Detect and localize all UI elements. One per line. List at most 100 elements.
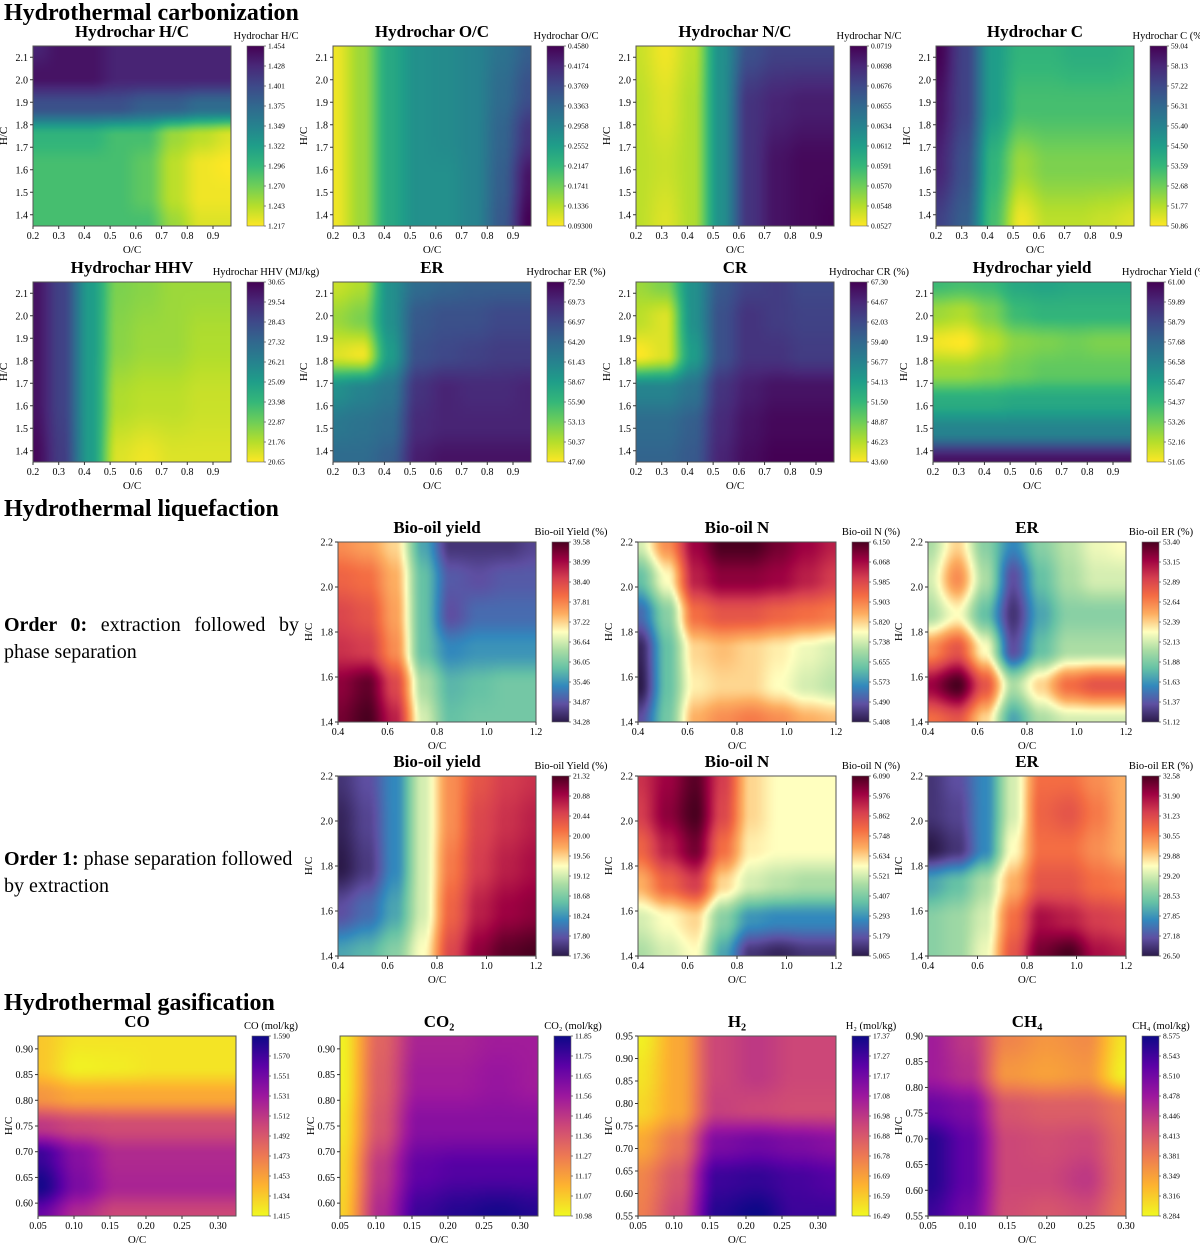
y-axis-label: H/C: [893, 623, 905, 641]
y-tick-label: 0.65: [616, 1167, 634, 1178]
x-tick-label: 0.8: [481, 467, 494, 478]
x-tick-label: 1.0: [480, 727, 493, 738]
x-tick-label: 1.0: [1070, 961, 1083, 972]
chart-title: Hydrochar HHV: [71, 258, 194, 277]
x-tick-label: 0.6: [971, 961, 984, 972]
colorbar-tick-label: 0.2552: [568, 142, 589, 151]
colorbar-label: CO₂ (mol/kg): [544, 1021, 602, 1032]
x-tick-label: 0.15: [998, 1221, 1016, 1232]
y-axis-label: H/C: [298, 363, 310, 381]
colorbar-tick-label: 5.820: [873, 618, 890, 627]
y-tick-label: 1.8: [621, 628, 634, 639]
y-axis-label: H/C: [305, 1117, 317, 1135]
colorbar-tick-label: 39.58: [573, 538, 590, 547]
order-0-description: Order 0: extraction followed by phase se…: [4, 612, 299, 666]
x-tick-label: 0.6: [130, 467, 143, 478]
x-axis-label: O/C: [423, 244, 441, 256]
heatmap-field: [338, 542, 536, 722]
y-tick-label: 2.0: [316, 311, 329, 322]
chart-title: Bio-oil yield: [393, 752, 481, 771]
colorbar-tick-label: 23.98: [268, 398, 285, 407]
y-tick-label: 2.2: [321, 538, 334, 549]
colorbar-tick-label: 5.179: [873, 932, 890, 941]
colorbar-tick-label: 17.27: [873, 1052, 890, 1061]
colorbar-tick-label: 36.64: [573, 638, 590, 647]
chart-title: Bio-oil N: [705, 752, 770, 771]
y-tick-label: 2.0: [916, 311, 929, 322]
y-tick-label: 1.9: [619, 334, 632, 345]
colorbar-tick-label: 11.36: [575, 1132, 592, 1141]
x-tick-label: 0.5: [1007, 231, 1020, 242]
y-tick-label: 2.0: [16, 311, 29, 322]
y-tick-label: 1.6: [621, 673, 634, 684]
colorbar-tick-label: 0.0548: [871, 202, 892, 211]
x-tick-label: 0.8: [1084, 231, 1097, 242]
x-tick-label: 0.4: [632, 727, 645, 738]
colorbar-tick-label: 1.243: [268, 202, 285, 211]
x-axis-label: O/C: [728, 1234, 746, 1246]
plot-frame: [332, 45, 532, 227]
colorbar-tick-label: 30.65: [268, 278, 285, 287]
colorbar-tick-label: 72.50: [568, 278, 585, 287]
colorbar-tick-label: 1.428: [268, 62, 285, 71]
colorbar: [1141, 1035, 1160, 1217]
colorbar-tick-label: 54.50: [1171, 142, 1188, 151]
colorbar-tick-label: 53.13: [568, 418, 585, 427]
y-tick-label: 1.6: [916, 401, 929, 412]
y-tick-label: 1.7: [316, 379, 329, 390]
colorbar-tick-label: 62.03: [871, 318, 888, 327]
x-axis-label: O/C: [430, 1234, 448, 1246]
colorbar-tick-label: 16.49: [873, 1212, 890, 1221]
panel-hydrochar-hhv: Hydrochar HHV 0.2 0.3 0.4 0.5 0.6 0.7 0.8 0.9 1.4…: [0, 258, 320, 498]
x-tick-label: 1.0: [780, 961, 793, 972]
colorbar-tick-label: 52.16: [1168, 438, 1185, 447]
colorbar-label: Hydrochar ER (%): [526, 267, 606, 278]
y-tick-label: 2.0: [16, 75, 29, 86]
heatmap-field: [33, 282, 231, 462]
colorbar-tick-label: 19.56: [573, 852, 590, 861]
x-tick-label: 0.30: [209, 1221, 227, 1232]
y-tick-label: 0.70: [16, 1147, 34, 1158]
x-tick-label: 0.2: [327, 467, 340, 478]
x-tick-label: 0.9: [207, 231, 220, 242]
y-tick-label: 0.95: [616, 1032, 634, 1043]
y-tick-label: 1.8: [321, 628, 334, 639]
colorbar-tick-label: 55.40: [1171, 122, 1188, 131]
colorbar-tick-label: 43.60: [871, 458, 888, 467]
y-tick-label: 2.2: [621, 772, 634, 783]
colorbar-tick-label: 0.0612: [871, 142, 892, 151]
colorbar-tick-label: 0.0655: [871, 102, 892, 111]
colorbar-tick-label: 61.43: [568, 358, 585, 367]
heatmap-svg: Bio-oil yield 0.4 0.6 0.8 1.0 1.2 1.4 1.6 1.8 2.0…: [303, 518, 608, 752]
x-tick-label: 0.5: [1004, 467, 1017, 478]
colorbar-tick-label: 67.30: [871, 278, 888, 287]
colorbar-label: Bio-oil Yield (%): [534, 527, 608, 538]
y-tick-label: 1.5: [919, 188, 932, 199]
colorbar-tick-label: 6.150: [873, 538, 890, 547]
heatmap-svg: ER 0.4 0.6 0.8 1.0 1.2 1.4 1.6 1.8 2.0 2.2 O/C H/C Bi…: [893, 518, 1194, 752]
colorbar-tick-label: 20.00: [573, 832, 590, 841]
y-tick-label: 2.0: [911, 583, 924, 594]
colorbar-tick-label: 66.97: [568, 318, 585, 327]
y-tick-label: 1.6: [316, 401, 329, 412]
heatmap-svg: CR 0.2 0.3 0.4 0.5 0.6 0.7 0.8 0.9 1.4 1.5 1.6 1.7 1.…: [601, 258, 909, 492]
y-tick-label: 2.0: [321, 583, 334, 594]
colorbar-tick-label: 16.78: [873, 1152, 890, 1161]
colorbar-tick-label: 25.09: [268, 378, 285, 387]
y-tick-label: 0.90: [16, 1044, 34, 1055]
order-0-text: extraction followed by phase separation: [4, 614, 300, 663]
x-tick-label: 0.25: [173, 1221, 191, 1232]
x-tick-label: 0.8: [431, 961, 444, 972]
heatmap-svg: CO₂ 0.05 0.10 0.15 0.20 0.25 0.30 0.60 0.65 0.70 0…: [305, 1012, 602, 1246]
y-tick-label: 0.80: [318, 1096, 336, 1107]
x-tick-label: 0.9: [507, 467, 520, 478]
colorbar-label: Hydrochar O/C: [533, 31, 598, 42]
y-tick-label: 0.60: [318, 1199, 336, 1210]
x-tick-label: 0.3: [955, 231, 968, 242]
colorbar-tick-label: 1.570: [273, 1052, 290, 1061]
colorbar-tick-label: 17.37: [873, 1032, 890, 1041]
x-tick-label: 0.20: [439, 1221, 457, 1232]
x-tick-label: 0.8: [784, 231, 797, 242]
y-tick-label: 1.4: [316, 446, 329, 457]
colorbar-tick-label: 26.21: [268, 358, 285, 367]
